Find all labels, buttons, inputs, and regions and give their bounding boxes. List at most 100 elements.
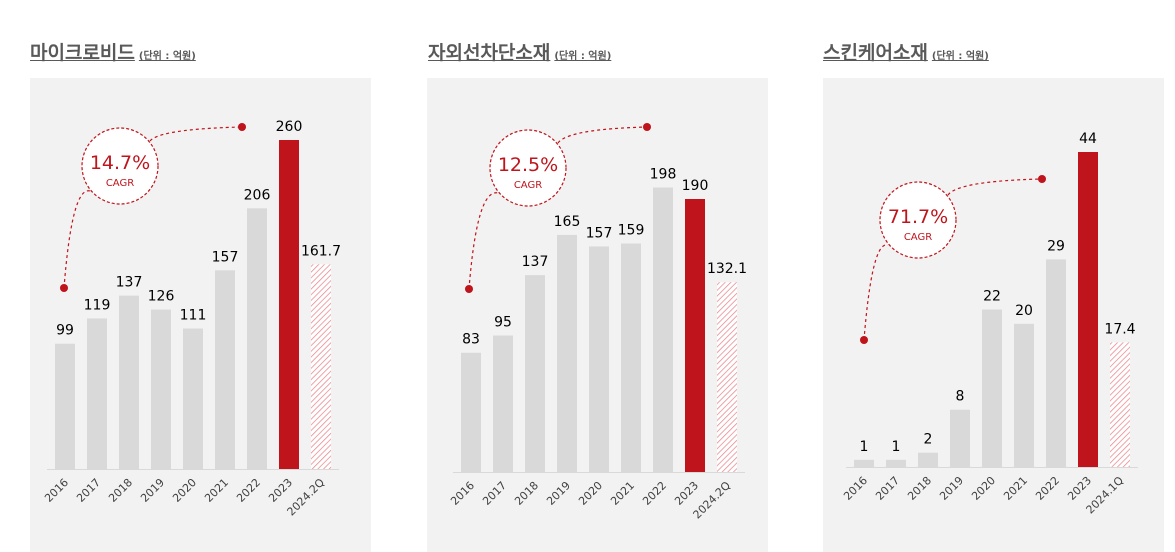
value-label-2018: 137 (522, 254, 549, 270)
cagr-connector-start (63, 190, 91, 289)
bar-2017 (493, 335, 513, 472)
cagr-badge (879, 181, 957, 259)
tick-label-2016: 2016 (448, 479, 477, 508)
bar-2018 (918, 452, 938, 467)
cagr-start-dot (860, 336, 868, 344)
panel-title-microbead: 마이크로비드 (단위 : 억원) (30, 38, 196, 65)
bar-2022 (653, 187, 673, 473)
cagr-connector-end (149, 126, 243, 142)
value-label-2021: 159 (618, 223, 645, 239)
bar-2018 (525, 275, 545, 472)
value-label-2024.1Q: 17.4 (1104, 321, 1135, 337)
bar-2016 (461, 352, 481, 472)
cagr-label: CAGR (106, 178, 134, 189)
value-label-2019: 126 (148, 289, 175, 305)
bar-2024.2Q (717, 282, 737, 472)
value-label-2016: 83 (462, 332, 480, 348)
cagr-label: CAGR (514, 180, 542, 191)
tick-label-2022: 2022 (1033, 474, 1062, 503)
cagr-end-dot (238, 123, 246, 131)
unit-label: (단위 : 억원) (931, 51, 989, 62)
tick-label-2019: 2019 (544, 479, 573, 508)
bar-2017 (886, 459, 906, 467)
tick-label-2022: 2022 (234, 476, 263, 505)
value-label-2016: 99 (56, 323, 74, 339)
value-label-2019: 165 (554, 214, 581, 230)
value-label-2024.2Q: 161.7 (301, 243, 341, 259)
value-label-2020: 22 (983, 289, 1001, 305)
tick-label-2017: 2017 (873, 474, 902, 503)
bar-2022 (247, 208, 267, 470)
value-label-2019: 8 (956, 389, 965, 405)
value-label-2022: 29 (1047, 238, 1065, 254)
value-label-2023: 44 (1079, 131, 1097, 147)
cagr-badge (489, 129, 567, 207)
value-label-2024.2Q: 132.1 (707, 261, 747, 277)
cagr-value: 12.5% (498, 154, 558, 176)
value-label-2018: 137 (116, 275, 143, 291)
tick-label-2016: 2016 (42, 476, 71, 505)
bar-2016 (55, 343, 75, 469)
value-label-2022: 206 (244, 187, 271, 203)
tick-label-2019: 2019 (937, 474, 966, 503)
cagr-start-dot (60, 284, 68, 292)
cagr-value: 71.7% (888, 206, 948, 228)
bar-2021 (1014, 323, 1034, 467)
value-label-2018: 2 (924, 432, 933, 448)
value-label-2021: 157 (212, 249, 239, 265)
bar-2022 (1046, 259, 1066, 467)
cagr-label: CAGR (904, 232, 932, 243)
unit-label: (단위 : 억원) (138, 51, 196, 62)
panel-title-uv-protection: 자외선차단소재 (단위 : 억원) (428, 38, 611, 65)
cagr-connector-start (863, 244, 889, 341)
tick-label-2023: 2023 (1065, 474, 1094, 503)
value-label-2023: 190 (682, 178, 709, 194)
tick-label-2016: 2016 (841, 474, 870, 503)
bar-2020 (982, 309, 1002, 467)
bar-2019 (950, 409, 970, 467)
tick-label-2020: 2020 (576, 479, 605, 508)
value-label-2017: 1 (892, 439, 901, 455)
bar-2017 (87, 318, 107, 469)
bar-2023 (279, 140, 299, 469)
chart-title: 자외선차단소재 (428, 42, 551, 64)
tick-label-2021: 2021 (202, 476, 231, 505)
bar-2023 (685, 199, 705, 472)
tick-label-2018: 2018 (106, 476, 135, 505)
bar-2020 (589, 246, 609, 472)
value-label-2020: 157 (586, 225, 613, 241)
bar-2021 (621, 243, 641, 472)
value-label-2017: 95 (494, 315, 512, 331)
cagr-badge (81, 127, 159, 205)
tick-label-2021: 2021 (1001, 474, 1030, 503)
tick-label-2020: 2020 (170, 476, 199, 505)
value-label-2017: 119 (84, 297, 111, 313)
bar-2024.2Q (311, 264, 331, 469)
value-label-2020: 111 (180, 308, 207, 324)
tick-label-2023: 2023 (266, 476, 295, 505)
tick-label-2017: 2017 (74, 476, 103, 505)
bar-2024.1Q (1110, 342, 1130, 467)
value-label-2021: 20 (1015, 303, 1033, 319)
unit-label: (단위 : 억원) (554, 51, 612, 62)
tick-label-2023: 2023 (672, 479, 701, 508)
tick-label-2022: 2022 (640, 479, 669, 508)
cagr-connector-end (947, 178, 1043, 196)
cagr-end-dot (643, 123, 651, 131)
bar-2023 (1078, 152, 1098, 467)
cagr-start-dot (465, 285, 473, 293)
tick-label-2018: 2018 (905, 474, 934, 503)
tick-label-2021: 2021 (608, 479, 637, 508)
bar-2019 (151, 309, 171, 469)
cagr-connector-end (557, 126, 648, 144)
bar-2020 (183, 328, 203, 469)
tick-label-2017: 2017 (480, 479, 509, 508)
value-label-2016: 1 (860, 439, 869, 455)
chart-title: 마이크로비드 (30, 42, 135, 64)
chart-title: 스킨케어소재 (823, 42, 928, 64)
cagr-connector-start (468, 192, 499, 290)
tick-label-2020: 2020 (969, 474, 998, 503)
cagr-end-dot (1038, 175, 1046, 183)
tick-label-2018: 2018 (512, 479, 541, 508)
